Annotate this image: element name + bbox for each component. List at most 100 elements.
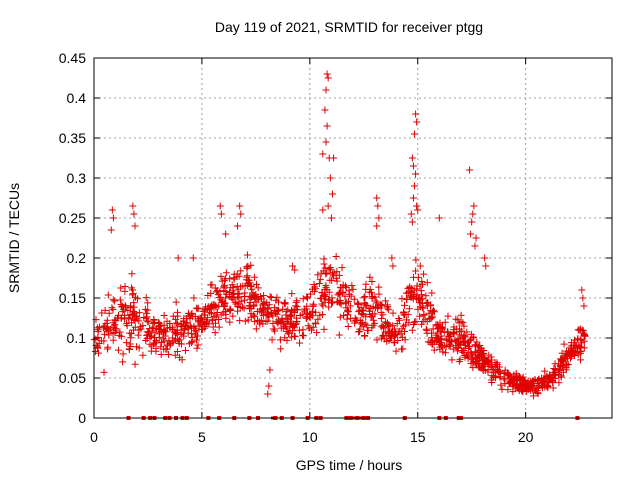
data-point (422, 292, 430, 300)
data-point (418, 295, 426, 303)
data-point (580, 344, 588, 352)
data-point (116, 296, 124, 304)
data-point (518, 386, 526, 394)
data-point (304, 294, 312, 302)
data-point (280, 299, 288, 307)
data-point (250, 291, 258, 299)
data-point (322, 138, 330, 146)
data-point (109, 306, 117, 314)
data-point (391, 329, 399, 337)
data-point (91, 348, 99, 356)
data-point (338, 264, 346, 272)
data-point (409, 194, 417, 202)
data-point (384, 303, 392, 311)
data-point (108, 304, 116, 312)
data-point (119, 358, 127, 366)
data-point (234, 222, 242, 230)
x-axis-ticks: 0 5 10 15 20 (90, 58, 534, 445)
data-point (293, 303, 301, 311)
data-point (208, 316, 216, 324)
data-point (461, 351, 469, 359)
data-point (151, 329, 159, 337)
data-point (125, 346, 133, 354)
data-point (105, 331, 113, 339)
data-point (343, 306, 351, 314)
data-point (291, 333, 299, 341)
data-point (469, 364, 477, 372)
data-point (374, 202, 382, 210)
data-point (368, 312, 376, 320)
data-point (576, 347, 584, 355)
data-point (574, 351, 582, 359)
data-point (243, 272, 251, 280)
y-tick-label: 0.4 (67, 90, 87, 106)
data-point (128, 319, 136, 327)
data-point (247, 261, 255, 269)
data-point (212, 311, 220, 319)
y-tick-label: 0.45 (59, 50, 86, 66)
data-point (322, 293, 330, 301)
data-point (94, 342, 102, 350)
data-point (180, 332, 188, 340)
data-point (414, 305, 422, 313)
data-point (144, 318, 152, 326)
data-point (307, 290, 315, 298)
data-point (420, 310, 428, 318)
data-point (156, 330, 164, 338)
data-point (501, 366, 509, 374)
data-point (575, 342, 583, 350)
data-point (430, 308, 438, 316)
data-point (130, 210, 138, 218)
data-point (319, 150, 327, 158)
data-point (387, 334, 395, 342)
data-point (244, 316, 252, 324)
data-point (467, 230, 475, 238)
data-point (205, 320, 213, 328)
data-point (169, 326, 177, 334)
data-point (119, 308, 127, 316)
data-point (188, 333, 196, 341)
data-point (299, 295, 307, 303)
data-point (416, 312, 424, 320)
data-point (126, 340, 134, 348)
data-point (462, 341, 470, 349)
data-point (314, 271, 322, 279)
data-point (144, 306, 152, 314)
data-point (163, 317, 171, 325)
data-point (260, 291, 268, 299)
data-point (438, 335, 446, 343)
data-point (373, 336, 381, 344)
data-point (464, 353, 472, 361)
data-point (416, 282, 424, 290)
data-point (410, 286, 418, 294)
data-point (229, 312, 237, 320)
data-point (127, 330, 135, 338)
data-point (121, 287, 129, 295)
data-point (555, 379, 563, 387)
x-tick-label: 15 (410, 429, 426, 445)
grid-lines (94, 58, 612, 418)
data-point (264, 390, 272, 398)
data-point (114, 346, 122, 354)
data-point (301, 307, 309, 315)
data-point (482, 262, 490, 270)
data-point (319, 311, 327, 319)
data-point (446, 331, 454, 339)
data-point (474, 353, 482, 361)
data-point (314, 315, 322, 323)
data-point (218, 277, 226, 285)
data-point (373, 222, 381, 230)
data-point (209, 323, 217, 331)
data-point (362, 301, 370, 309)
data-point (223, 290, 231, 298)
data-point (375, 214, 383, 222)
data-point (321, 106, 329, 114)
data-point (154, 323, 162, 331)
plot-frame (93, 57, 613, 419)
data-point (523, 381, 531, 389)
data-point (541, 367, 549, 375)
data-point (487, 353, 495, 361)
data-point (268, 336, 276, 344)
data-point (332, 252, 340, 260)
data-point (403, 295, 411, 303)
